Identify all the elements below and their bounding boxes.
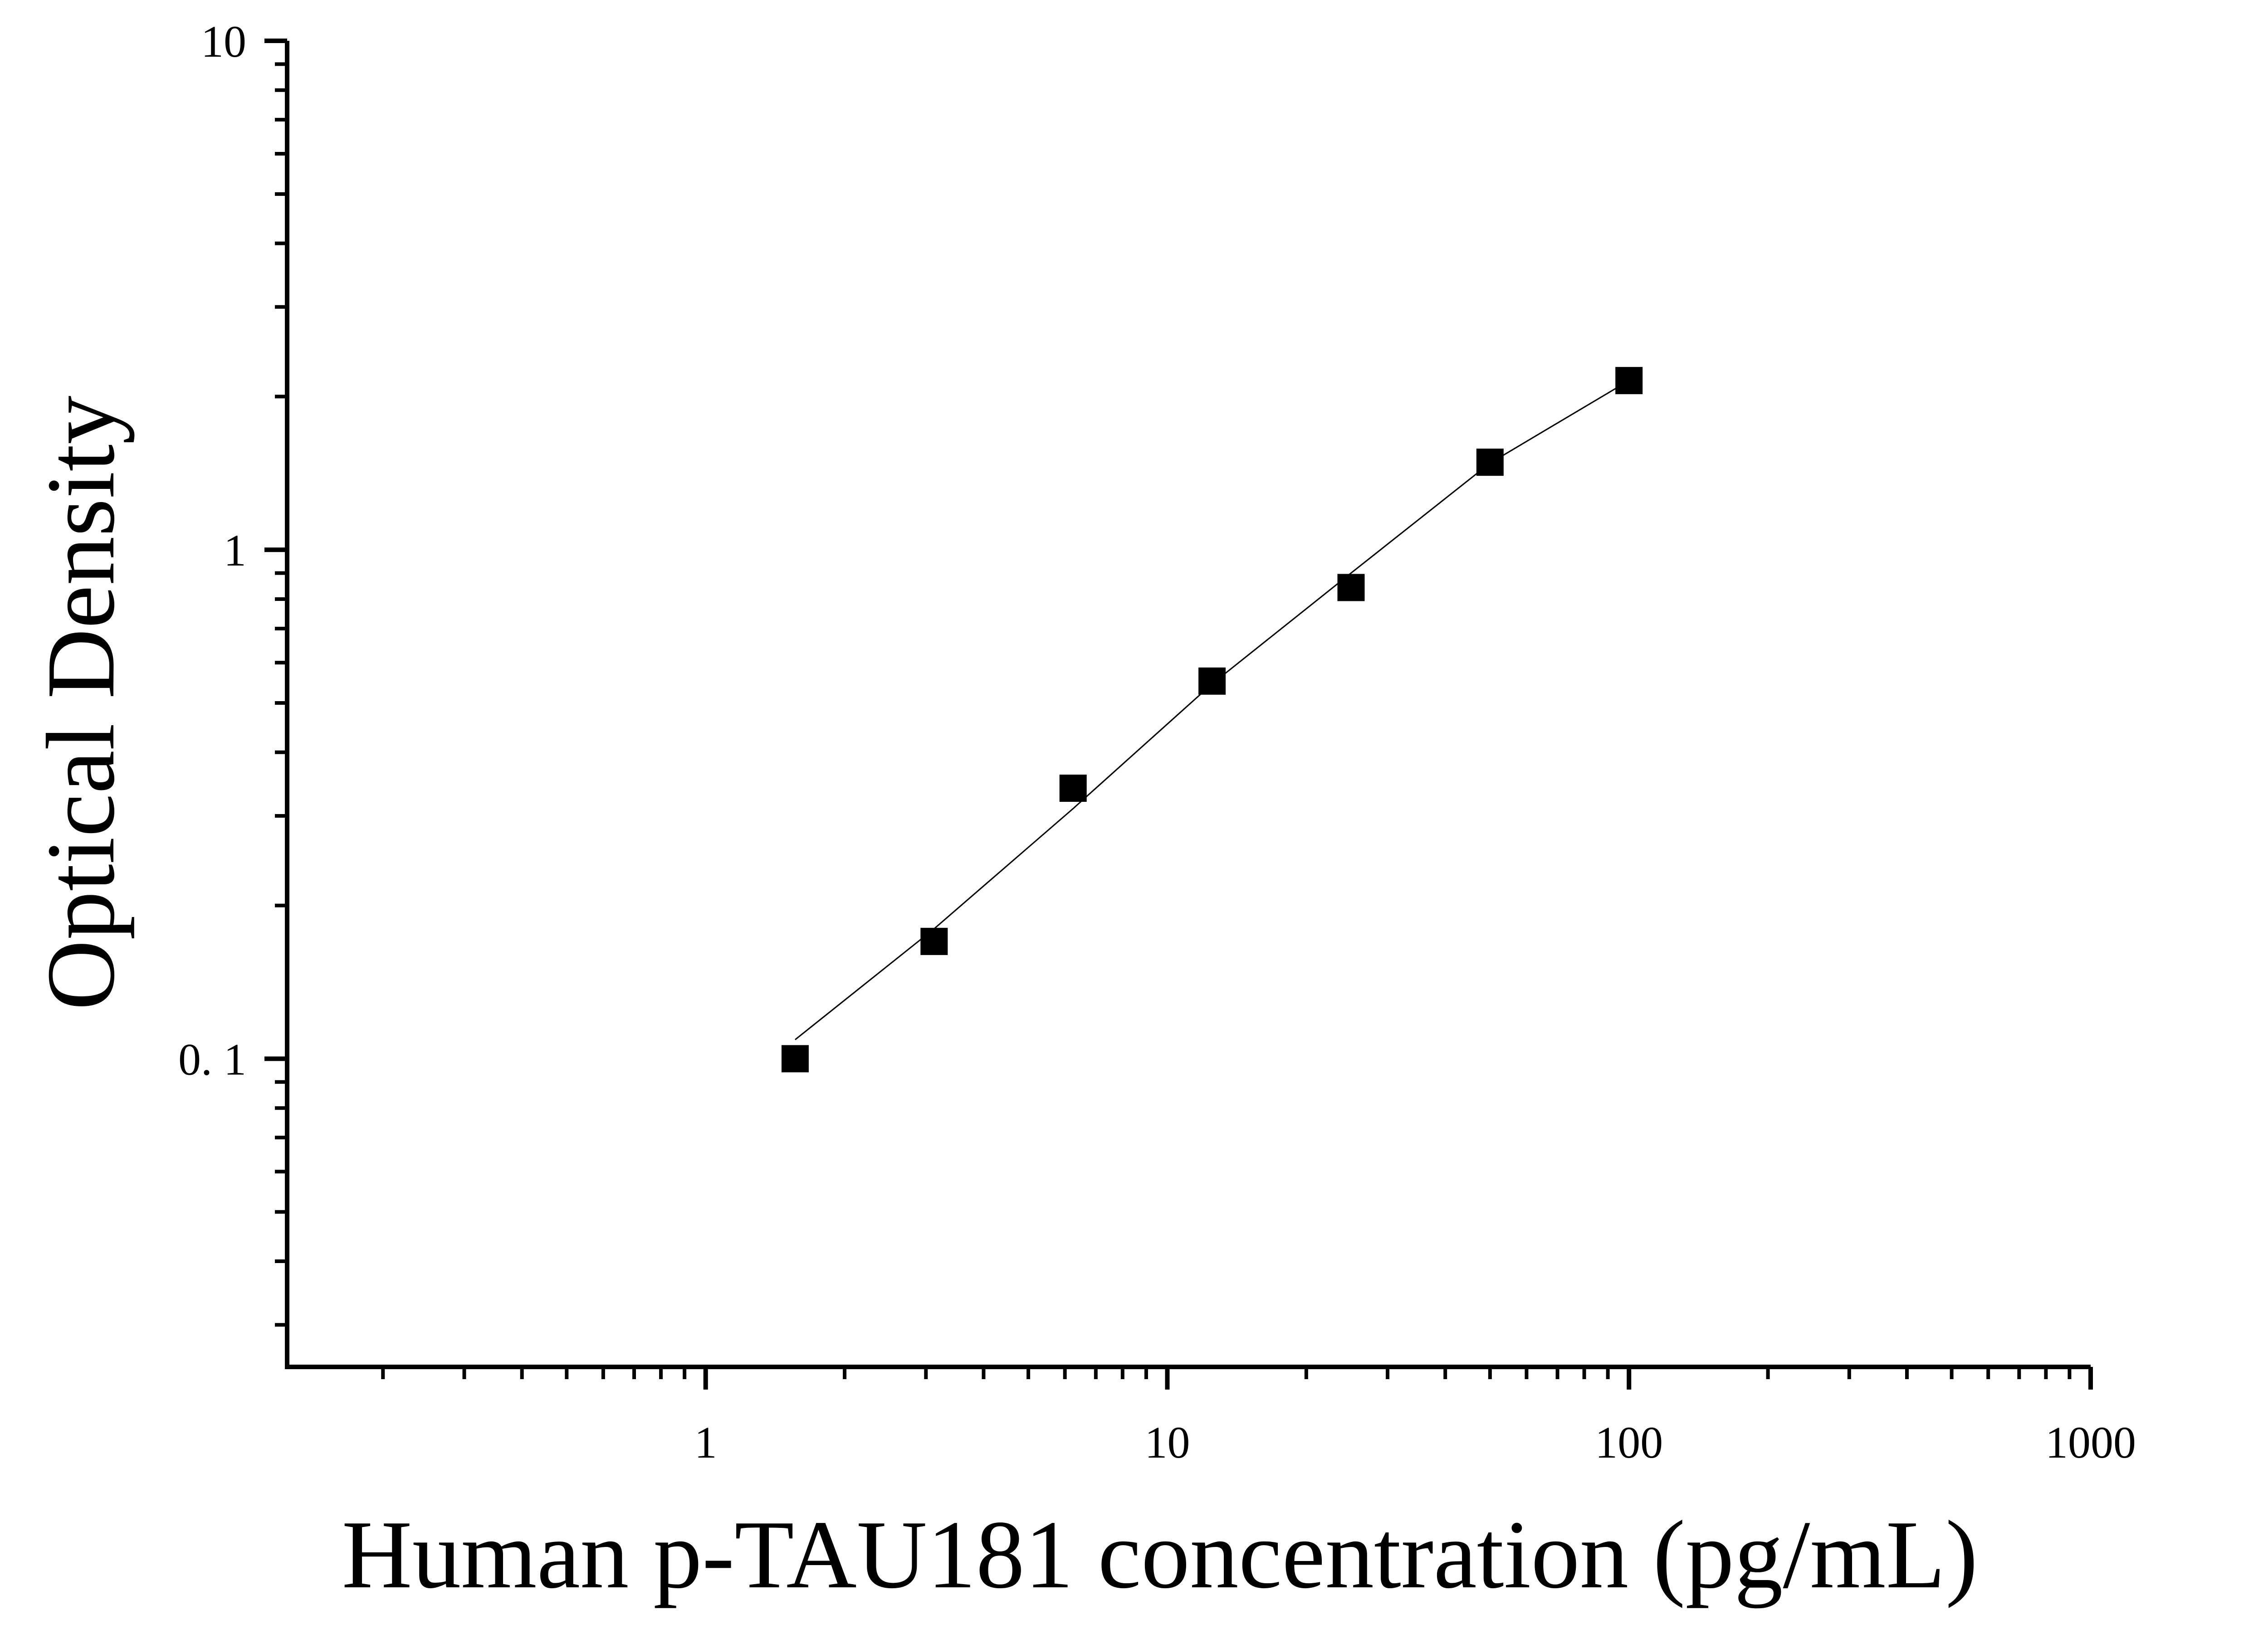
x-tick-label: 1000 bbox=[2045, 1417, 2136, 1468]
fit-curve bbox=[795, 380, 1629, 1040]
x-tick-label: 10 bbox=[1144, 1417, 1190, 1468]
data-point bbox=[920, 927, 948, 955]
x-axis-title: Human p-TAU181 concentration (pg/mL) bbox=[342, 1500, 1978, 1609]
data-point bbox=[781, 1045, 809, 1073]
data-point bbox=[1476, 449, 1504, 476]
data-point bbox=[1198, 667, 1226, 695]
data-point bbox=[1059, 775, 1087, 802]
data-point bbox=[1337, 574, 1365, 601]
x-tick-label: 100 bbox=[1595, 1417, 1663, 1468]
y-tick-label: 0. 1 bbox=[178, 1034, 246, 1084]
y-axis-title: Optical Density bbox=[26, 395, 135, 1010]
y-tick-label: 10 bbox=[201, 16, 246, 67]
y-tick-label: 1 bbox=[224, 525, 246, 576]
data-point bbox=[1615, 367, 1643, 395]
x-tick-label: 1 bbox=[694, 1417, 717, 1468]
